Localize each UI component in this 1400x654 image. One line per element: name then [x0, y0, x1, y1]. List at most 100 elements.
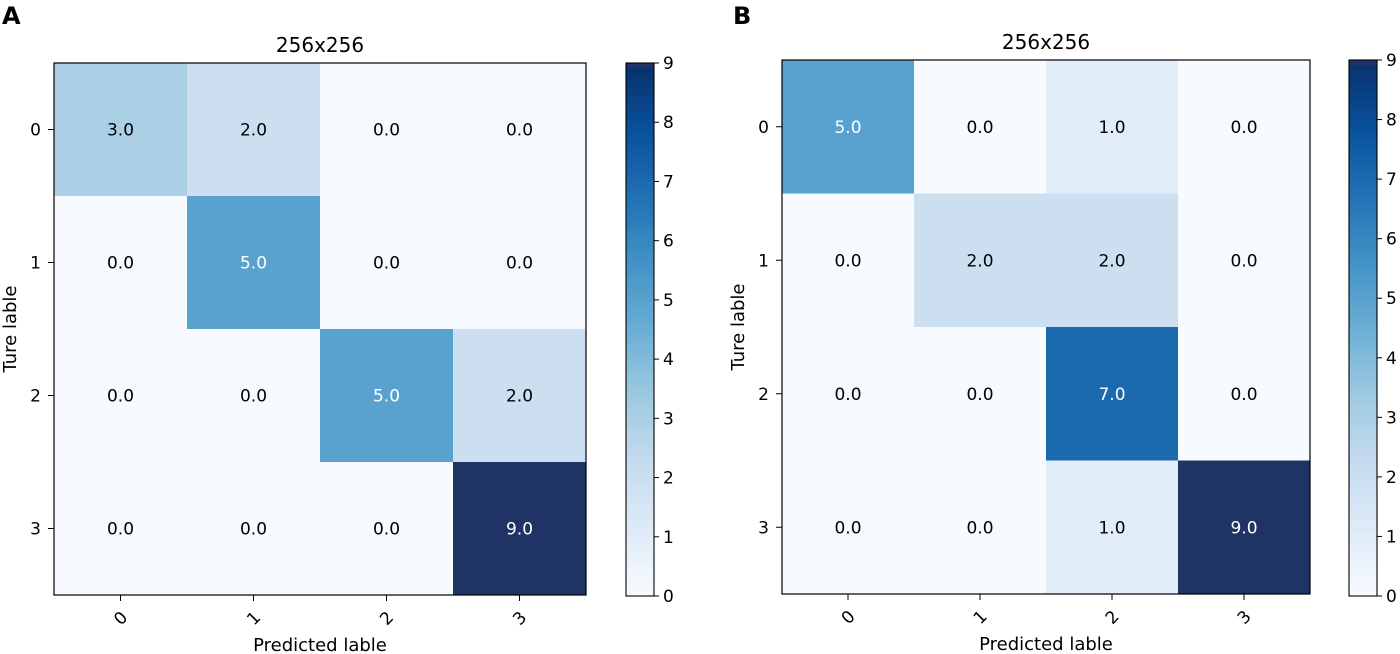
colorbar-segment: [626, 174, 654, 180]
colorbar-frame: [625, 62, 655, 597]
colorbar-segment: [1349, 439, 1377, 445]
colorbar-segment: [626, 329, 654, 335]
colorbar-segment: [1349, 462, 1377, 468]
matrix-cell: [914, 193, 1047, 328]
colorbar-segment: [1349, 529, 1377, 535]
y-tick-label: 2: [758, 385, 769, 405]
colorbar-segment: [626, 156, 654, 162]
colorbar-segment: [1349, 569, 1377, 575]
colorbar-segment: [626, 178, 654, 184]
matrix-cell: [320, 329, 454, 463]
colorbar-tick-label: 1: [663, 528, 674, 548]
colorbar-segment: [626, 89, 654, 95]
cell-value-label: 5.0: [373, 387, 400, 407]
confusion-matrix-panel-b: 5.0 0.0 1.0 0.0 0.0 2.0 2.0 0.0 0.0 0.0 7.0 0.0 0.0 0…: [728, 30, 1397, 654]
colorbar-segment: [1349, 109, 1377, 115]
colorbar-segment: [626, 289, 654, 295]
colorbar-segment: [626, 85, 654, 91]
colorbar-segment: [1349, 60, 1377, 66]
colorbar-segment: [1349, 252, 1377, 258]
colorbar-segment: [1349, 207, 1377, 213]
cell-value-label: 0.0: [107, 254, 134, 274]
colorbar-segment: [1349, 319, 1377, 325]
colorbar-segment: [1349, 185, 1377, 191]
matrix-cell: [320, 63, 454, 197]
colorbar-segment: [1349, 73, 1377, 79]
colorbar-segment: [626, 516, 654, 522]
colorbar-segment: [626, 151, 654, 157]
colorbar-segment: [626, 400, 654, 406]
colorbar-segment: [626, 409, 654, 415]
colorbar-segment: [626, 511, 654, 517]
matrix-cell: [1178, 460, 1311, 595]
colorbar-segment: [626, 231, 654, 237]
colorbar-tick-label: 5: [1386, 289, 1397, 309]
colorbar-segment: [1349, 225, 1377, 231]
cell-value-label: 0.0: [240, 387, 267, 407]
x-tick-label: 1: [970, 607, 992, 629]
colorbar-segment: [626, 280, 654, 286]
colorbar-segment: [1349, 305, 1377, 311]
colorbar-segment: [626, 556, 654, 562]
colorbar-tick-label: 2: [663, 469, 674, 489]
axes-frame: [53, 62, 587, 596]
colorbar-segment: [1349, 176, 1377, 182]
colorbar-segment: [1349, 363, 1377, 369]
matrix-cell: [187, 462, 321, 596]
colorbar-segment: [1349, 470, 1377, 476]
colorbar-segment: [1349, 430, 1377, 436]
colorbar-segment: [1349, 573, 1377, 579]
colorbar-segment: [626, 507, 654, 513]
colorbar-segment: [626, 582, 654, 588]
colorbar-segment: [626, 347, 654, 353]
colorbar-segment: [1349, 511, 1377, 517]
colorbar-segment: [626, 462, 654, 468]
colorbar-segment: [1349, 381, 1377, 387]
colorbar-segment: [1349, 100, 1377, 106]
matrix-cell: [914, 460, 1047, 595]
colorbar-segment: [1349, 167, 1377, 173]
colorbar-segment: [626, 249, 654, 255]
colorbar-segment: [1349, 524, 1377, 530]
colorbar-frame: [1348, 59, 1378, 597]
colorbar-segment: [626, 298, 654, 304]
x-tick-label: 3: [509, 608, 531, 630]
colorbar-segment: [1349, 283, 1377, 289]
colorbar-tick-label: 4: [663, 350, 674, 370]
colorbar-segment: [626, 538, 654, 544]
colorbar-segment: [1349, 359, 1377, 365]
colorbar-segment: [626, 502, 654, 508]
matrix-cell: [54, 63, 188, 197]
colorbar-segment: [626, 169, 654, 175]
matrix-cell: [1046, 327, 1179, 461]
colorbar-tick-label: 7: [1386, 170, 1397, 190]
colorbar-segment: [1349, 234, 1377, 240]
colorbar-segment: [1349, 287, 1377, 293]
colorbar-segment: [1349, 296, 1377, 302]
cell-value-label: 2.0: [966, 251, 993, 271]
colorbar-segment: [626, 405, 654, 411]
matrix-cell: [453, 196, 587, 330]
colorbar-segment: [626, 222, 654, 228]
colorbar-segment: [1349, 332, 1377, 338]
cell-value-label: 0.0: [506, 121, 533, 141]
colorbar-segment: [626, 498, 654, 504]
colorbar-segment: [1349, 153, 1377, 159]
cell-value-label: 0.0: [834, 385, 861, 405]
colorbar-segment: [626, 387, 654, 393]
y-tick-label: 3: [758, 518, 769, 538]
colorbar-segment: [626, 253, 654, 260]
cell-value-label: 3.0: [107, 121, 134, 141]
y-tick-label: 3: [30, 520, 41, 540]
colorbar-segment: [626, 356, 654, 362]
colorbar-segment: [626, 129, 654, 135]
colorbar-segment: [1349, 64, 1377, 70]
cell-value-label: 2.0: [1098, 251, 1125, 271]
colorbar-segment: [626, 533, 654, 539]
cell-value-label: 5.0: [240, 254, 267, 274]
colorbar-segment: [626, 214, 654, 220]
confusion-matrix-panel-a: 3.0 2.0 0.0 0.0 0.0 5.0 0.0 0.0 0.0 0.0 5.0 2.0 0.0 0…: [0, 33, 674, 654]
colorbar-segment: [626, 369, 654, 375]
colorbar-segment: [626, 209, 654, 215]
chart-title: 256x256: [276, 33, 364, 57]
